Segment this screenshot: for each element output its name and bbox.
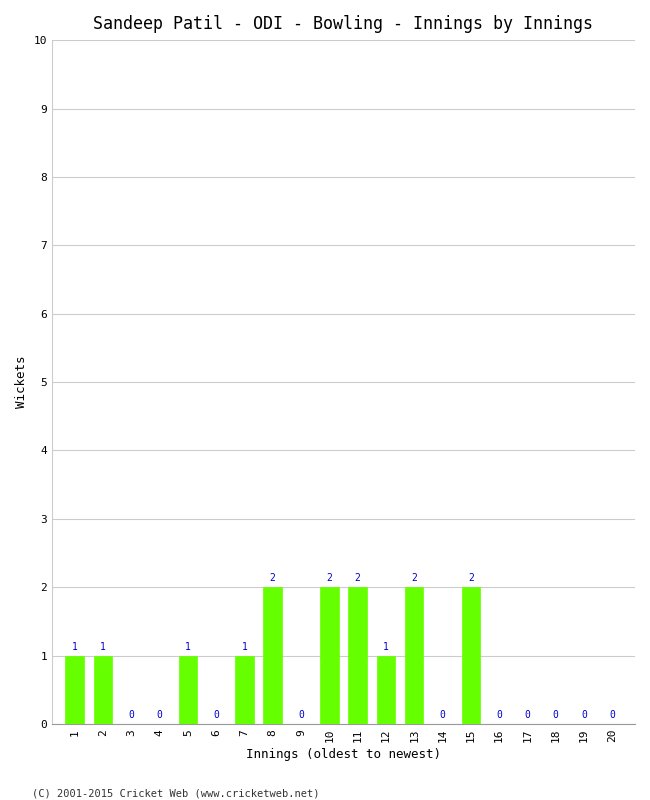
Text: 1: 1 (72, 642, 77, 651)
Text: 2: 2 (326, 573, 332, 583)
Text: 2: 2 (468, 573, 474, 583)
Bar (235, 656, 254, 724)
Bar (263, 587, 282, 724)
Text: 0: 0 (157, 710, 162, 720)
Text: 0: 0 (213, 710, 219, 720)
Bar (66, 656, 84, 724)
Bar (462, 587, 480, 724)
Text: 2: 2 (355, 573, 361, 583)
Bar (320, 587, 339, 724)
Text: 0: 0 (525, 710, 530, 720)
Text: 0: 0 (610, 710, 616, 720)
Bar (405, 587, 423, 724)
Text: 1: 1 (185, 642, 190, 651)
Text: 1: 1 (241, 642, 248, 651)
Text: 0: 0 (581, 710, 587, 720)
Text: 2: 2 (270, 573, 276, 583)
Text: 2: 2 (411, 573, 417, 583)
Text: 0: 0 (298, 710, 304, 720)
Text: 0: 0 (128, 710, 134, 720)
Text: 1: 1 (100, 642, 106, 651)
Text: 0: 0 (439, 710, 445, 720)
Bar (377, 656, 395, 724)
Text: 0: 0 (496, 710, 502, 720)
Bar (94, 656, 112, 724)
Y-axis label: Wickets: Wickets (15, 356, 28, 408)
Bar (348, 587, 367, 724)
Text: 1: 1 (383, 642, 389, 651)
Bar (179, 656, 197, 724)
X-axis label: Innings (oldest to newest): Innings (oldest to newest) (246, 748, 441, 761)
Text: 0: 0 (552, 710, 559, 720)
Title: Sandeep Patil - ODI - Bowling - Innings by Innings: Sandeep Patil - ODI - Bowling - Innings … (94, 15, 593, 33)
Text: (C) 2001-2015 Cricket Web (www.cricketweb.net): (C) 2001-2015 Cricket Web (www.cricketwe… (32, 788, 320, 798)
